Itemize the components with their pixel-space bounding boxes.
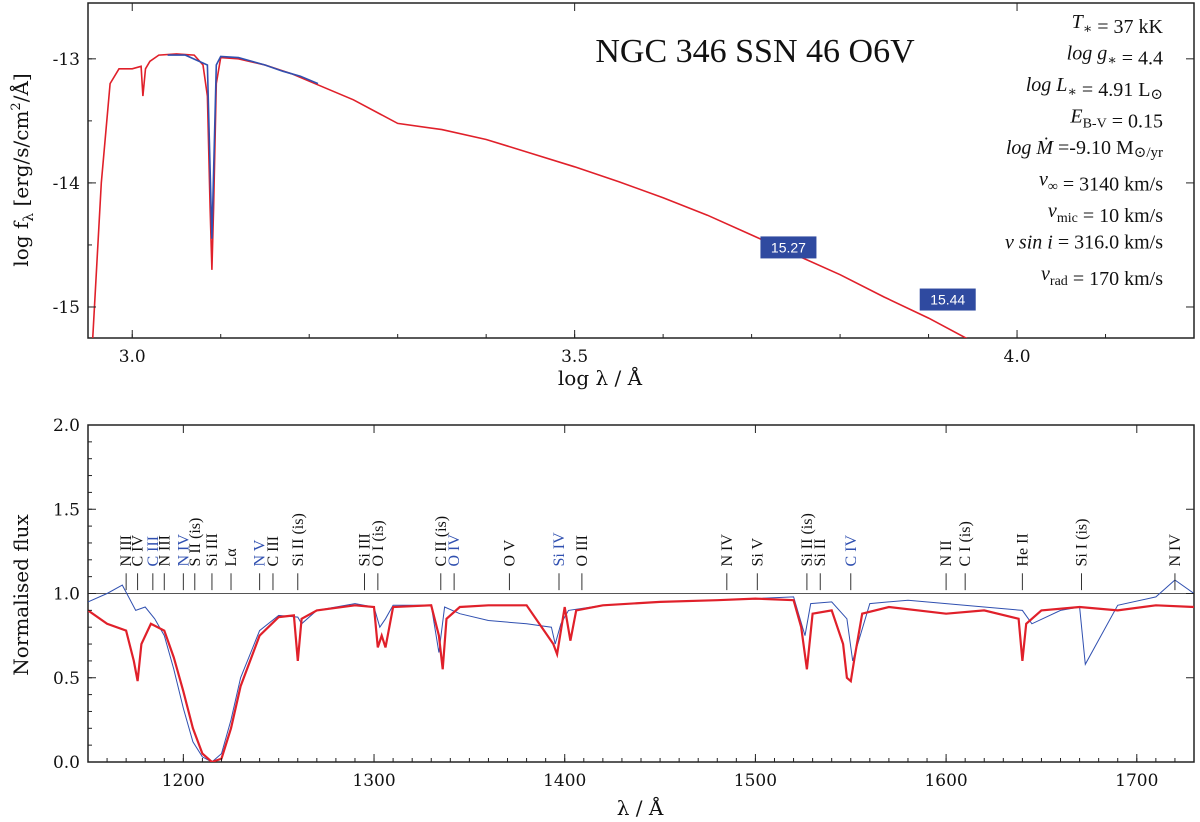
line-id-label: Si IV <box>551 532 568 567</box>
sed-y-tick-label: -15 <box>53 298 80 318</box>
normalized-x-tick-label: 1200 <box>162 771 205 791</box>
line-id-label: Si I (is) <box>1073 519 1090 567</box>
line-id-label: C III <box>265 536 282 567</box>
sed-series-group <box>91 53 968 338</box>
parameter-list: T∗ = 37 kK log g∗ = 4.4 log L∗ = 4.91 L⊙ EB… <box>1005 11 1164 290</box>
sed-y-axis-label: log fλ [erg/s/cm2/Å] <box>8 73 37 266</box>
normalized-x-axis-label: λ / Å <box>617 795 664 820</box>
parameter-line: log g∗ = 4.4 <box>1067 43 1163 70</box>
line-id-label: N IV <box>719 534 736 567</box>
photometry-badge <box>919 288 976 311</box>
line-id-label: O V <box>501 539 518 566</box>
normalized-y-tick-label: 0.0 <box>53 753 80 773</box>
line-id-label: C III <box>145 536 162 567</box>
line-id-label: Si II (is) <box>290 513 307 566</box>
parameter-line: log Ṁ =-9.10 M⊙/yr <box>1006 136 1163 161</box>
photometry-badge-label: 15.27 <box>771 239 806 255</box>
line-id-label: Si II (is) <box>799 513 816 566</box>
parameter-line: vrad = 170 km/s <box>1041 263 1163 290</box>
parameter-line: vmic = 10 km/s <box>1048 200 1163 227</box>
normalized-y-tick-label: 1.0 <box>53 585 80 605</box>
parameter-line: EB-V = 0.15 <box>1069 106 1163 133</box>
line-id-label: N IV <box>175 534 192 567</box>
sed-panel: 3.0 3.5 4.0 -13 -14 -15 15.27 15.44 NGC 346 SS… <box>8 2 1195 390</box>
line-id-label: Si V <box>749 537 766 566</box>
line-id-label: Si II <box>812 539 829 567</box>
sed-x-axis-label: log λ / Å <box>558 365 643 390</box>
normalized-x-tick-label: 1400 <box>543 771 586 791</box>
normalized-y-tick-label: 2.0 <box>53 416 80 436</box>
parameter-line: T∗ = 37 kK <box>1072 11 1164 38</box>
parameter-line: v sin i = 316.0 km/s <box>1005 232 1163 254</box>
sed-y-tick-label: -13 <box>53 50 80 70</box>
normalized-panel: 1200 1300 1400 1500 1600 17000.00.51.01.52.0 … <box>9 416 1195 820</box>
parameter-line: log L∗ = 4.91 L⊙ <box>1026 74 1163 103</box>
line-id-label: O III <box>574 535 591 567</box>
sed-plot-frame <box>87 2 1195 339</box>
sed-series-model <box>91 53 968 338</box>
normalized-y-tick-label: 1.5 <box>53 500 80 520</box>
line-id-label: O I (is) <box>370 520 387 566</box>
photometry-badge-label: 15.44 <box>930 292 965 308</box>
normalized-x-tick-label: 1700 <box>1115 771 1158 791</box>
line-id-label: N IV <box>1167 534 1184 567</box>
line-id-label: Si III <box>204 533 221 566</box>
line-id-label: C IV <box>130 535 147 567</box>
chart-title: NGC 346 SSN 46 O6V <box>595 33 915 70</box>
normalized-x-tick-label: 1300 <box>352 771 395 791</box>
normalized-y-axis-label: Normalised flux <box>9 514 33 676</box>
normalized-y-tick-label: 0.5 <box>53 669 80 689</box>
sed-x-tick-label: 3.0 <box>119 347 146 367</box>
normalized-ticks-group: 1200 1300 1400 1500 1600 1700 0.0 0.5 1.0 1.5 2.0 <box>53 416 1195 791</box>
line-id-label: Si III <box>357 533 374 566</box>
sed-badges-group: 15.27 15.44 <box>760 236 976 311</box>
normalized-x-tick-label: 1600 <box>924 771 967 791</box>
sed-series-observed <box>167 54 319 239</box>
line-id-label: N III <box>156 535 173 567</box>
normalized-series-observed <box>88 579 1194 762</box>
line-id-label: O IV <box>446 534 463 567</box>
parameter-line: v∞ = 3140 km/s <box>1039 169 1163 196</box>
line-id-label: C IV <box>843 535 860 567</box>
line-id-label: N II <box>938 540 955 566</box>
normalized-series-group <box>88 579 1194 762</box>
line-id-label: N V <box>252 539 269 566</box>
photometry-badge <box>760 236 817 259</box>
line-id-label: C I (is) <box>957 521 974 566</box>
sed-ticks-group: 3.0 3.5 4.0 -13 -14 -15 <box>53 3 1195 367</box>
normalized-series-model <box>88 597 1194 762</box>
line-id-label: C II (is) <box>433 516 450 567</box>
line-id-label: Lα <box>223 548 240 567</box>
sed-x-tick-label: 3.5 <box>561 347 588 367</box>
sed-y-tick-label: -14 <box>53 174 80 194</box>
line-id-label: N III <box>118 535 135 567</box>
line-id-label: He II <box>1014 533 1031 566</box>
sed-x-tick-label: 4.0 <box>1004 347 1031 367</box>
normalized-x-tick-label: 1500 <box>734 771 777 791</box>
line-id-label: S II (is) <box>187 518 204 567</box>
